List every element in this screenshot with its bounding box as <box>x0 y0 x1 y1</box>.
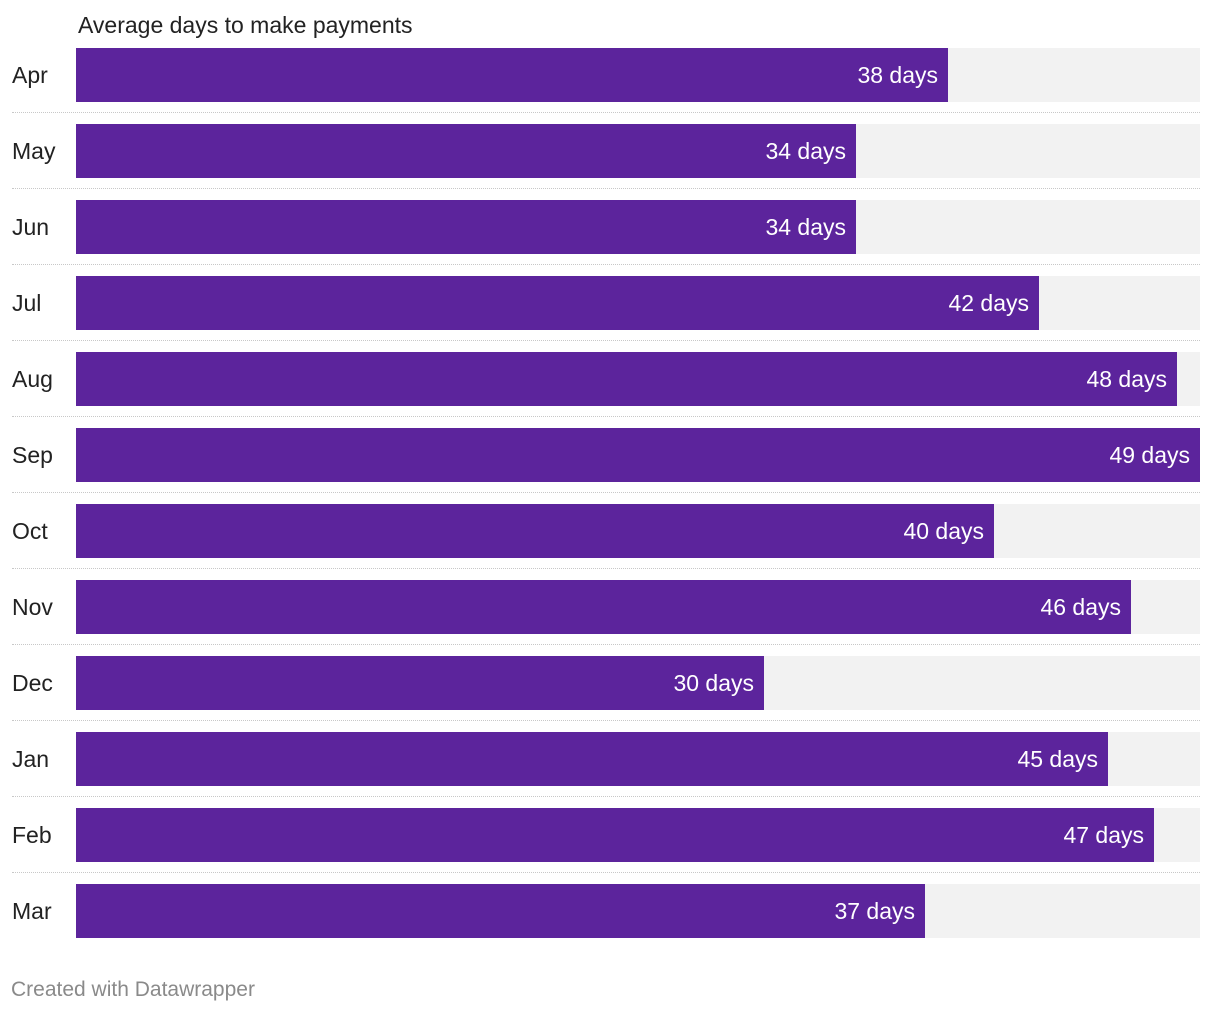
bar-row: Jun 34 days <box>0 189 1220 265</box>
bar-row: Aug 48 days <box>0 341 1220 417</box>
bar-value-label: 34 days <box>765 214 846 240</box>
chart-rows: Apr 38 days May 34 days Jun 34 days Jul 42 days… <box>0 37 1220 949</box>
bar-row: Jul 42 days <box>0 265 1220 341</box>
bar-track: 42 days <box>76 276 1200 330</box>
row-divider <box>12 340 1200 341</box>
bar-value-label: 48 days <box>1086 366 1167 392</box>
bar-track: 34 days <box>76 124 1200 178</box>
bar-track: 30 days <box>76 656 1200 710</box>
bar-track: 40 days <box>76 504 1200 558</box>
bar: 37 days <box>76 884 925 938</box>
bar-track: 46 days <box>76 580 1200 634</box>
category-label: Jun <box>12 214 50 240</box>
bar: 46 days <box>76 580 1131 634</box>
row-divider <box>12 416 1200 417</box>
bar-value-label: 30 days <box>673 670 754 696</box>
bar-value-label: 34 days <box>765 138 846 164</box>
bar: 34 days <box>76 200 856 254</box>
bar-value-label: 49 days <box>1109 442 1190 468</box>
bar-row: Apr 38 days <box>0 37 1220 113</box>
row-divider <box>12 188 1200 189</box>
bar-value-label: 42 days <box>948 290 1029 316</box>
bar-value-label: 38 days <box>857 62 938 88</box>
bar-track: 48 days <box>76 352 1200 406</box>
bar-value-label: 46 days <box>1040 594 1121 620</box>
category-label: Jul <box>12 290 42 316</box>
bar-row: Nov 46 days <box>0 569 1220 645</box>
bar-track: 45 days <box>76 732 1200 786</box>
bar: 34 days <box>76 124 856 178</box>
bar-track: 34 days <box>76 200 1200 254</box>
category-label: Oct <box>12 518 48 544</box>
row-divider <box>12 872 1200 873</box>
row-divider <box>12 112 1200 113</box>
row-divider <box>12 264 1200 265</box>
bar-row: May 34 days <box>0 113 1220 189</box>
category-label: Feb <box>12 822 52 848</box>
category-label: May <box>12 138 56 164</box>
bar-row: Jan 45 days <box>0 721 1220 797</box>
bar-value-label: 47 days <box>1063 822 1144 848</box>
category-label: Apr <box>12 62 48 88</box>
row-divider <box>12 796 1200 797</box>
bar-track: 47 days <box>76 808 1200 862</box>
chart-title: Average days to make payments <box>78 12 413 38</box>
bar-track: 49 days <box>76 428 1200 482</box>
bar-value-label: 40 days <box>903 518 984 544</box>
bar-row: Mar 37 days <box>0 873 1220 949</box>
bar: 47 days <box>76 808 1154 862</box>
category-label: Mar <box>12 898 52 924</box>
row-divider <box>12 568 1200 569</box>
category-label: Nov <box>12 594 53 620</box>
bar-track: 38 days <box>76 48 1200 102</box>
datawrapper-credit: Created with Datawrapper <box>11 978 255 1001</box>
bar-row: Oct 40 days <box>0 493 1220 569</box>
bar: 49 days <box>76 428 1200 482</box>
category-label: Sep <box>12 442 53 468</box>
row-divider <box>12 720 1200 721</box>
bar: 40 days <box>76 504 994 558</box>
bar: 38 days <box>76 48 948 102</box>
category-label: Jan <box>12 746 50 772</box>
bar-row: Feb 47 days <box>0 797 1220 873</box>
bar: 48 days <box>76 352 1177 406</box>
bar-row: Dec 30 days <box>0 645 1220 721</box>
bar-track: 37 days <box>76 884 1200 938</box>
category-label: Dec <box>12 670 53 696</box>
bar-row: Sep 49 days <box>0 417 1220 493</box>
row-divider <box>12 644 1200 645</box>
bar-value-label: 45 days <box>1017 746 1098 772</box>
category-label: Aug <box>12 366 53 392</box>
bar: 30 days <box>76 656 764 710</box>
row-divider <box>12 492 1200 493</box>
bar-value-label: 37 days <box>834 898 915 924</box>
bar: 42 days <box>76 276 1039 330</box>
bar: 45 days <box>76 732 1108 786</box>
